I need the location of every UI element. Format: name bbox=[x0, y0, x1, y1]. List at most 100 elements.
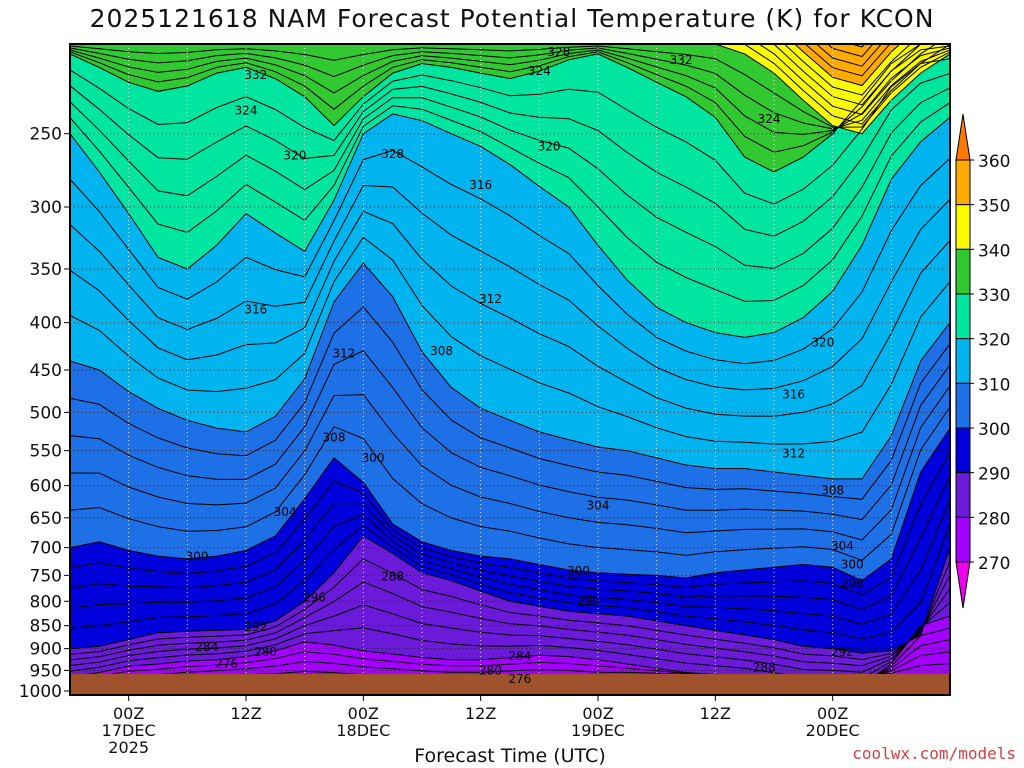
isentrope-line-358 bbox=[849, 44, 866, 48]
contour-labels: 332 328 324 332 324 324 328 320 320 316 316 312 312 3… bbox=[186, 45, 864, 686]
isentrope-line-312 bbox=[70, 236, 950, 445]
x-tick-label: 12Z bbox=[230, 704, 261, 723]
fill-band-320 bbox=[70, 44, 950, 338]
colorbar-label: 290 bbox=[978, 465, 1010, 485]
contour-label: 312 bbox=[332, 347, 355, 361]
isentrope-line-342 bbox=[742, 44, 950, 125]
colorbar-band bbox=[955, 382, 971, 429]
colorbar-band bbox=[955, 338, 971, 384]
y-tick-label: 500 bbox=[30, 403, 62, 423]
y-tick-label: 1000 bbox=[19, 682, 62, 702]
x-tick-label: 18DEC bbox=[336, 721, 390, 740]
x-tick-label: 00Z bbox=[582, 704, 613, 723]
contour-label: 284 bbox=[508, 649, 531, 663]
colorbar-band bbox=[955, 159, 971, 206]
x-tick-label: 00Z bbox=[817, 704, 848, 723]
credit-text: coolwx.com/models bbox=[852, 744, 1016, 763]
isentrope-line-284 bbox=[70, 588, 950, 673]
isentrope-line-324 bbox=[70, 87, 950, 269]
colorbar-band bbox=[955, 427, 971, 474]
y-tick-label: 800 bbox=[30, 592, 62, 612]
isentrope-line-328 bbox=[70, 58, 950, 205]
x-axis-label: Forecast Time (UTC) bbox=[414, 745, 606, 767]
colorbar-label: 320 bbox=[978, 331, 1010, 351]
chart-title: 2025121618 NAM Forecast Potential Temper… bbox=[89, 4, 935, 33]
fill-band-300 bbox=[70, 263, 950, 581]
contour-label: 304 bbox=[587, 498, 610, 512]
x-tick-label: 17DEC bbox=[102, 721, 156, 740]
contour-label: 320 bbox=[283, 149, 306, 163]
x-tick-label: 12Z bbox=[700, 704, 731, 723]
isentrope-line-296 bbox=[70, 475, 950, 611]
isentrope-line-302 bbox=[70, 406, 950, 561]
contour-label: 316 bbox=[782, 387, 805, 401]
y-tick-label: 700 bbox=[30, 539, 62, 559]
isentrope-line-306 bbox=[70, 350, 950, 521]
y-axis: 250 300 350 400 450 500 550 600 650 700 750 800 850 9… bbox=[19, 125, 70, 702]
colorbar-label: 280 bbox=[978, 509, 1010, 529]
contour-label: 280 bbox=[254, 645, 277, 659]
colorbar-label: 330 bbox=[978, 286, 1010, 306]
contour-label: 304 bbox=[274, 505, 297, 519]
colorbar-label: 340 bbox=[978, 241, 1010, 261]
colorbar: 270 280 290 300 310 320 330 340 350 360 bbox=[955, 113, 1010, 609]
colorbar-band bbox=[955, 293, 971, 340]
colorbar-label: 270 bbox=[978, 554, 1010, 574]
fill-band-310 bbox=[70, 113, 950, 479]
isentrope-line-338 bbox=[70, 45, 950, 128]
contour-label: 332 bbox=[244, 68, 267, 82]
contour-label: 300 bbox=[841, 557, 864, 571]
x-tick-label: 00Z bbox=[113, 704, 144, 723]
colorbar-arrow-bottom bbox=[955, 561, 971, 609]
contour-label: 276 bbox=[508, 672, 531, 686]
contour-label: 328 bbox=[381, 147, 404, 161]
isentrope-line-326 bbox=[70, 72, 950, 237]
isentrope-line-320 bbox=[70, 113, 950, 338]
contour-label: 312 bbox=[782, 447, 805, 461]
contour-label: 312 bbox=[479, 292, 502, 306]
colorbar-label: 350 bbox=[978, 197, 1010, 217]
fill-band-290 bbox=[70, 428, 950, 654]
contour-label: 280 bbox=[479, 663, 502, 677]
fill-band-280 bbox=[70, 536, 950, 685]
fill-band-330 bbox=[70, 44, 950, 172]
colorbar-label: 360 bbox=[978, 152, 1010, 172]
y-tick-label: 750 bbox=[30, 566, 62, 586]
contour-label: 300 bbox=[567, 564, 590, 578]
colorbar-band bbox=[955, 516, 971, 563]
contour-label: 292 bbox=[244, 620, 267, 634]
y-tick-label: 850 bbox=[30, 617, 62, 637]
contour-label: 328 bbox=[547, 45, 570, 59]
isentrope-line-350 bbox=[794, 44, 901, 87]
isentrope-line-332 bbox=[70, 45, 950, 153]
colorbar-arrow-top bbox=[955, 113, 971, 161]
y-tick-label: 450 bbox=[30, 361, 62, 381]
x-tick-label: 19DEC bbox=[571, 721, 625, 740]
y-tick-label: 400 bbox=[30, 314, 62, 334]
contour-label: 316 bbox=[244, 302, 267, 316]
contour-label: 284 bbox=[195, 640, 218, 654]
contour-label: 308 bbox=[821, 483, 844, 497]
contour-label: 304 bbox=[831, 539, 854, 553]
isentrope-line-288 bbox=[70, 558, 950, 661]
isentrope-line-310 bbox=[70, 262, 950, 480]
plot-area: 332 328 324 332 324 324 328 320 320 316 316 312 312 3… bbox=[69, 43, 951, 696]
contour-label: 320 bbox=[811, 335, 834, 349]
contour-label: 296 bbox=[303, 590, 326, 604]
y-tick-label: 600 bbox=[30, 477, 62, 497]
isentrope-line-314 bbox=[70, 210, 950, 417]
isentrope-line-322 bbox=[70, 102, 950, 302]
colorbar-band bbox=[955, 472, 971, 518]
isentrope-line-294 bbox=[70, 499, 950, 625]
contour-label: 300 bbox=[186, 550, 209, 564]
y-tick-label: 650 bbox=[30, 509, 62, 529]
y-tick-label: 250 bbox=[30, 125, 62, 145]
isentrope-line-316 bbox=[70, 184, 950, 391]
contour-label: 324 bbox=[758, 112, 781, 126]
colorbar-band bbox=[955, 204, 971, 250]
contour-label: 320 bbox=[538, 139, 561, 153]
isentrope-line-330 bbox=[70, 44, 950, 173]
isentrope-line-292 bbox=[70, 523, 950, 640]
